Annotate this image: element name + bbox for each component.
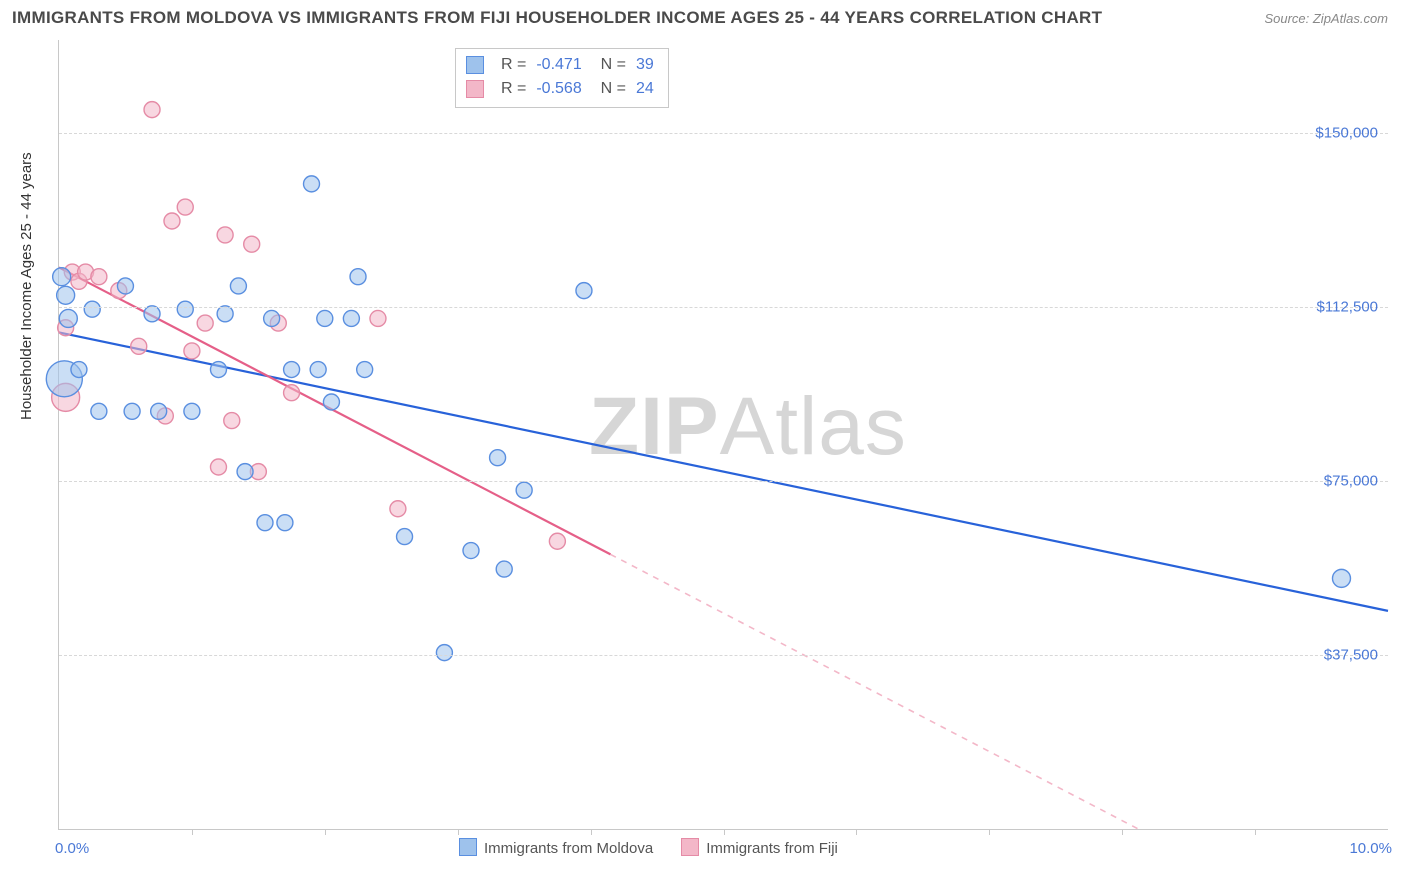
gridline [59,133,1388,134]
data-point [144,306,160,322]
stat-r-value: -0.471 [536,53,581,77]
data-point [53,268,71,286]
y-tick-label: $112,500 [1317,298,1378,315]
data-point [59,309,77,327]
x-tick [1122,829,1123,835]
stats-row-fiji: R = -0.568 N = 24 [466,77,654,101]
chart-title: IMMIGRANTS FROM MOLDOVA VS IMMIGRANTS FR… [12,8,1102,28]
x-tick [724,829,725,835]
gridline [59,655,1388,656]
data-point [343,310,359,326]
x-tick [1255,829,1256,835]
data-point [257,515,273,531]
data-point [244,236,260,252]
data-point [84,301,100,317]
data-point [496,561,512,577]
data-point [197,315,213,331]
scatter-svg [59,40,1388,829]
data-point [1332,569,1350,587]
data-point [390,501,406,517]
data-point [370,310,386,326]
data-point [277,515,293,531]
stat-n-label: N = [592,77,626,101]
data-point [237,464,253,480]
x-tick [192,829,193,835]
data-point [177,199,193,215]
data-point [184,403,200,419]
data-point [224,413,240,429]
correlation-stats-box: R = -0.471 N = 39 R = -0.568 N = 24 [455,48,669,108]
data-point [151,403,167,419]
x-tick [591,829,592,835]
data-point [516,482,532,498]
x-tick [856,829,857,835]
stats-row-moldova: R = -0.471 N = 39 [466,53,654,77]
data-point [217,306,233,322]
data-point [397,529,413,545]
trend-line-extrapolated [611,554,1139,829]
data-point [144,102,160,118]
swatch-moldova-icon [459,838,477,856]
x-tick [989,829,990,835]
data-point [549,533,565,549]
data-point [436,645,452,661]
data-point [217,227,233,243]
data-point [164,213,180,229]
chart-plot-area: ZIPAtlas R = -0.471 N = 39 R = -0.568 N … [58,40,1388,830]
x-tick [325,829,326,835]
gridline [59,481,1388,482]
data-point [210,459,226,475]
stat-n-label: N = [592,53,626,77]
y-tick-label: $37,500 [1324,646,1378,663]
data-point [124,403,140,419]
y-tick-label: $150,000 [1315,124,1378,141]
y-tick-label: $75,000 [1324,472,1378,489]
data-point [284,385,300,401]
source-label: Source: ZipAtlas.com [1264,11,1388,26]
data-point [264,310,280,326]
legend-item-fiji: Immigrants from Fiji [681,838,838,857]
stat-r-label: R = [501,53,526,77]
data-point [177,301,193,317]
data-point [91,269,107,285]
data-point [230,278,246,294]
data-point [317,310,333,326]
data-point [357,362,373,378]
data-point [350,269,366,285]
y-axis-label: Householder Income Ages 25 - 44 years [18,152,35,420]
legend-label: Immigrants from Fiji [706,840,838,857]
x-axis-start: 0.0% [55,840,89,857]
stat-n-value: 24 [636,77,654,101]
data-point [184,343,200,359]
data-point [71,362,87,378]
data-point [117,278,133,294]
data-point [210,362,226,378]
data-point [57,286,75,304]
legend-item-moldova: Immigrants from Moldova [459,838,653,857]
data-point [576,283,592,299]
gridline [59,307,1388,308]
data-point [463,543,479,559]
data-point [304,176,320,192]
data-point [490,450,506,466]
data-point [323,394,339,410]
data-point [91,403,107,419]
swatch-fiji-icon [466,80,484,98]
stat-r-label: R = [501,77,526,101]
stat-r-value: -0.568 [536,77,581,101]
data-point [131,338,147,354]
data-point [284,362,300,378]
data-point [310,362,326,378]
bottom-legend: Immigrants from Moldova Immigrants from … [459,838,838,857]
x-axis-end: 10.0% [1349,840,1392,857]
swatch-moldova-icon [466,56,484,74]
legend-label: Immigrants from Moldova [484,840,653,857]
stat-n-value: 39 [636,53,654,77]
trend-line [59,267,611,554]
x-tick [458,829,459,835]
swatch-fiji-icon [681,838,699,856]
